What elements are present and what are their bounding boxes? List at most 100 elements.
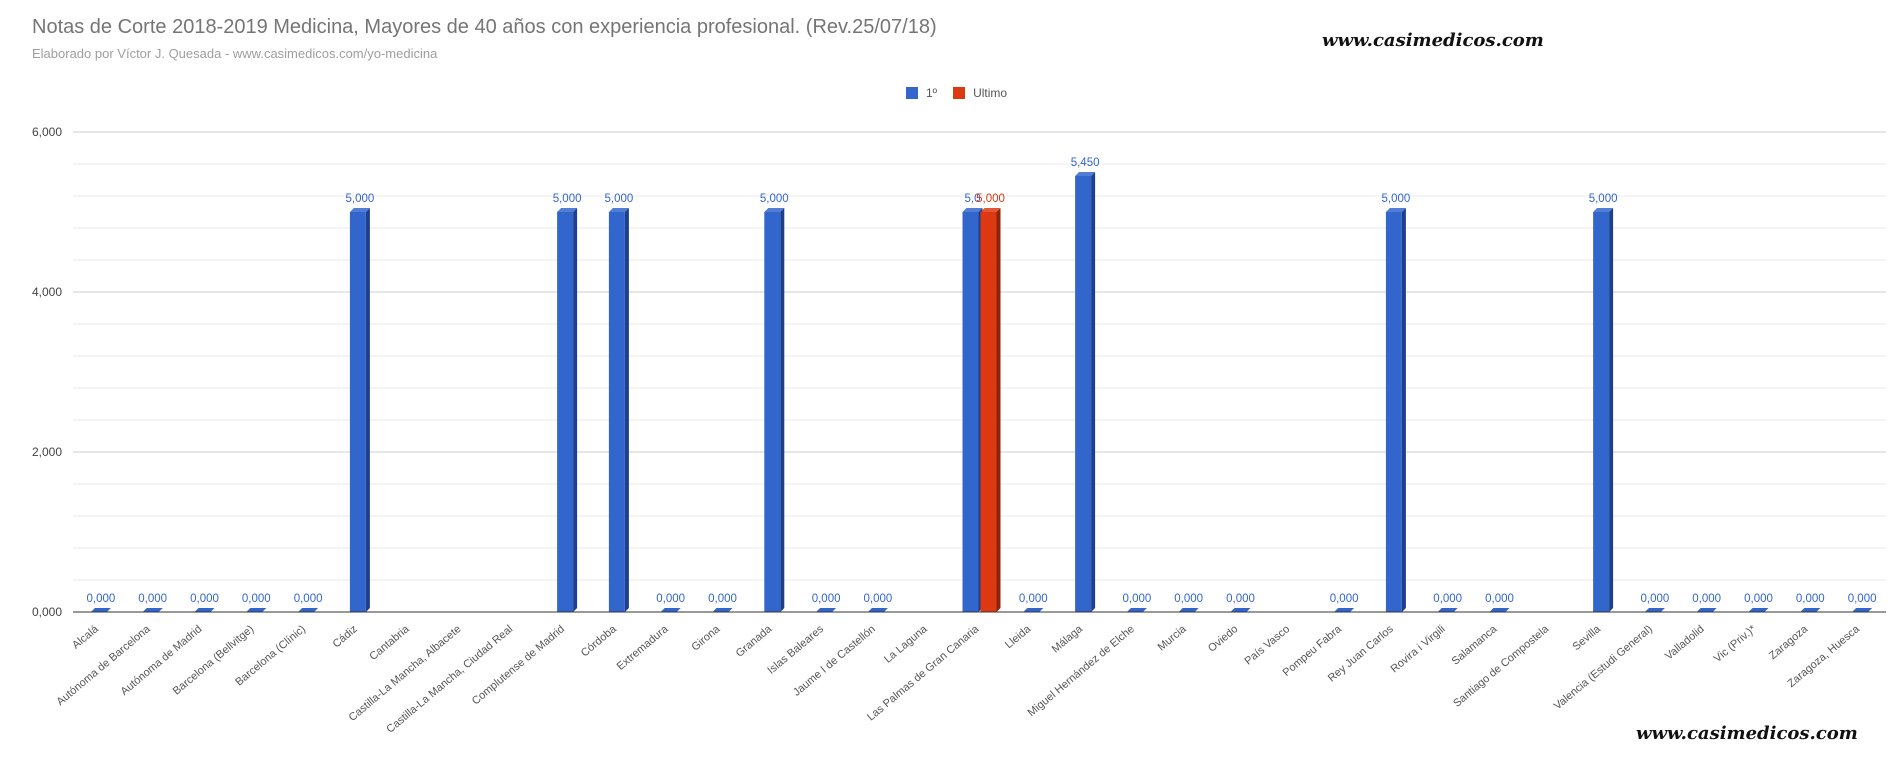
bar-zero (1178, 608, 1199, 612)
data-label: 5,000 (1382, 193, 1411, 205)
data-label: 0,000 (1692, 593, 1721, 605)
x-tick-label: Cádiz (331, 623, 360, 650)
bar-zero (712, 608, 733, 612)
bar-zero (1696, 608, 1717, 612)
data-label: 5,000 (1589, 193, 1618, 205)
data-label: 5,0 (965, 193, 981, 205)
data-label: 0,000 (87, 593, 116, 605)
data-label: 0,000 (1796, 593, 1825, 605)
bar-top (980, 208, 1001, 212)
bar-zero (1023, 608, 1044, 612)
bar-side (573, 208, 578, 612)
legend-label-primero: 1º (926, 86, 938, 100)
data-label: 0,000 (138, 593, 167, 605)
bar-zero (1437, 608, 1458, 612)
x-tick-label: Vic (Priv.)* (1712, 623, 1759, 665)
x-tick-label: País Vasco (1243, 623, 1293, 667)
data-label: 0,000 (864, 593, 893, 605)
bar-zero (1230, 608, 1251, 612)
x-tick-label: Zaragoza (1767, 623, 1811, 663)
bar-zero (1644, 608, 1665, 612)
data-label: 0,000 (190, 593, 219, 605)
bar (1593, 212, 1610, 612)
bar-zero (298, 608, 319, 612)
x-tick-label: Sevilla (1570, 623, 1603, 654)
x-tick-label: Extremadura (615, 623, 672, 673)
bar-top (608, 208, 629, 212)
bar (557, 212, 574, 612)
legend-item-primero[interactable]: 1º (906, 86, 937, 100)
x-tick-label: Alcalá (70, 623, 101, 652)
bar (764, 212, 781, 612)
chart-subtitle: Elaborado por Víctor J. Quesada - www.ca… (32, 46, 438, 61)
chart-legend: 1º Ultimo (906, 86, 1023, 100)
bar-zero (1800, 608, 1821, 612)
bar-zero (1334, 608, 1355, 612)
data-label: 5,000 (976, 193, 1005, 205)
x-tick-label: Oviedo (1206, 623, 1240, 655)
bar-zero (1852, 608, 1873, 612)
bar-top (764, 208, 785, 212)
bar-zero (142, 608, 163, 612)
bar-zero (1126, 608, 1147, 612)
bar-top (1593, 208, 1614, 212)
data-label: 0,000 (1123, 593, 1152, 605)
x-tick-label: Complutense de Madrid (470, 623, 567, 707)
bar-side (780, 208, 785, 612)
y-tick-label: 6,000 (32, 125, 62, 139)
bar (980, 212, 997, 612)
y-tick-label: 4,000 (32, 285, 62, 299)
data-label: 5,000 (605, 193, 634, 205)
x-tick-label: Las Palmas de Gran Canaria (865, 623, 982, 724)
x-tick-label: Girona (689, 623, 723, 654)
bar-side (365, 208, 370, 612)
bar-top (1075, 172, 1096, 176)
data-label: 0,000 (1848, 593, 1877, 605)
bar (608, 212, 625, 612)
data-label: 0,000 (1330, 593, 1359, 605)
y-tick-label: 2,000 (32, 445, 62, 459)
data-label: 5,000 (760, 193, 789, 205)
bar-side (996, 208, 1001, 612)
bar-zero (246, 608, 267, 612)
bar-side (624, 208, 629, 612)
bar-zero (660, 608, 681, 612)
watermark-bottom: www.casimedicos.com (1636, 723, 1858, 744)
bar-zero (194, 608, 215, 612)
bar-top (349, 208, 370, 212)
x-tick-label: Salamanca (1450, 623, 1501, 668)
legend-item-ultimo[interactable]: Ultimo (953, 86, 1007, 100)
data-label: 5,000 (346, 193, 375, 205)
data-label: 0,000 (242, 593, 271, 605)
bar-zero (90, 608, 111, 612)
legend-label-ultimo: Ultimo (973, 86, 1008, 100)
data-label: 5,450 (1071, 157, 1100, 169)
chart-title: Notas de Corte 2018-2019 Medicina, Mayor… (32, 16, 937, 38)
x-tick-label: Cantabria (367, 623, 412, 663)
bar-side (1609, 208, 1614, 612)
data-label: 0,000 (1174, 593, 1203, 605)
bar-zero (816, 608, 837, 612)
x-tick-label: Córdoba (579, 623, 620, 660)
data-label: 0,000 (1485, 593, 1514, 605)
x-tick-label: Murcia (1156, 623, 1190, 654)
x-tick-label: Rovira i Virgili (1389, 623, 1448, 675)
data-label: 0,000 (1226, 593, 1255, 605)
x-tick-label: Santiago de Compostela (1451, 623, 1552, 710)
data-label: 0,000 (1433, 593, 1462, 605)
bar (1385, 212, 1402, 612)
x-tick-label: Miguel Hernández de Elche (1026, 623, 1137, 719)
bar-zero (1489, 608, 1510, 612)
data-label: 0,000 (708, 593, 737, 605)
bar-side (1401, 208, 1406, 612)
x-tick-label: Granada (734, 623, 775, 660)
x-tick-label: Valladolid (1663, 623, 1707, 662)
bar-top (1385, 208, 1406, 212)
x-tick-label: La Laguna (882, 623, 930, 666)
data-label: 5,000 (553, 193, 582, 205)
bar-side (1091, 172, 1096, 612)
bar-top (962, 208, 983, 212)
data-label: 0,000 (656, 593, 685, 605)
legend-swatch-ultimo (953, 87, 966, 99)
